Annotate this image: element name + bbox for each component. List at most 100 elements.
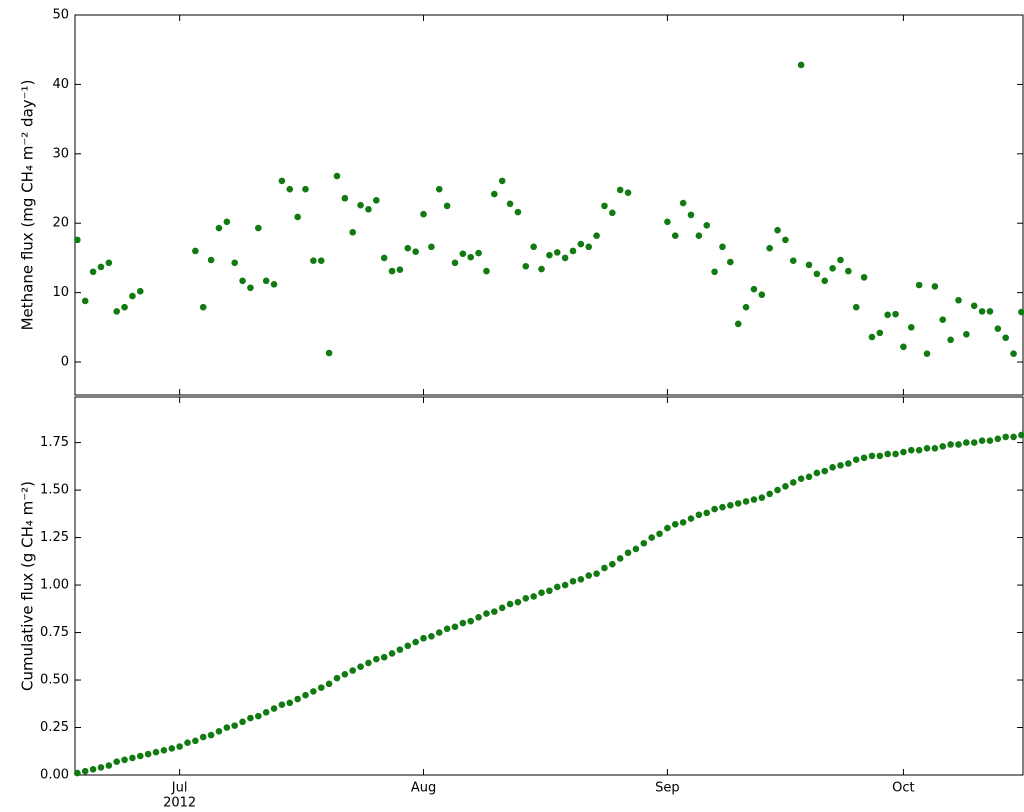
data-point: [774, 226, 781, 234]
data-point: [262, 277, 270, 285]
data-point: [231, 259, 239, 267]
data-point: [561, 581, 569, 589]
y-tick-label: 1.50: [40, 483, 69, 498]
data-point: [805, 473, 813, 481]
data-point: [396, 266, 404, 274]
data-point: [750, 285, 758, 293]
data-point: [412, 248, 419, 255]
data-point: [742, 303, 750, 311]
data-point: [939, 316, 947, 323]
data-point: [349, 228, 357, 236]
data-point: [530, 243, 537, 251]
data-point: [294, 213, 301, 221]
data-point: [852, 456, 860, 463]
data-point: [923, 350, 931, 358]
data-point: [797, 475, 805, 482]
data-point: [451, 259, 459, 267]
data-point: [192, 247, 199, 255]
data-point: [671, 232, 679, 240]
data-point: [664, 218, 671, 226]
data-point: [813, 469, 821, 477]
data-point: [679, 519, 687, 526]
data-point: [89, 268, 97, 276]
data-point: [113, 308, 120, 315]
data-point: [986, 308, 994, 315]
x-tick-label: Aug: [411, 781, 436, 796]
data-point: [1018, 431, 1024, 439]
data-point: [907, 324, 915, 331]
data-point: [892, 450, 899, 458]
y-tick-label: 1.75: [40, 435, 69, 450]
data-point: [373, 197, 380, 204]
data-point: [506, 600, 514, 608]
data-point: [978, 437, 986, 444]
data-point: [852, 303, 860, 311]
data-point: [915, 281, 923, 289]
data-point: [74, 236, 81, 244]
data-point: [876, 452, 884, 460]
data-point: [1002, 334, 1009, 342]
data-point: [215, 224, 223, 232]
data-point: [105, 259, 113, 267]
data-point: [357, 201, 364, 209]
data-point: [719, 243, 726, 251]
data-point: [184, 739, 191, 747]
data-point: [514, 598, 522, 606]
data-point: [907, 446, 915, 454]
data-point: [900, 448, 907, 456]
y-tick-label: 20: [52, 216, 69, 231]
data-point: [758, 494, 766, 501]
data-point: [1010, 350, 1017, 358]
data-point: [467, 617, 475, 625]
data-point: [365, 659, 372, 667]
data-point: [428, 243, 435, 251]
data-point: [601, 564, 608, 572]
data-point: [475, 249, 482, 257]
data-point: [270, 705, 278, 712]
data-point: [963, 439, 970, 446]
data-point: [144, 750, 152, 758]
data-point: [160, 747, 168, 754]
data-point: [837, 256, 844, 264]
data-point: [74, 769, 81, 777]
data-point: [703, 509, 711, 517]
data-point: [435, 185, 443, 193]
data-point: [656, 530, 663, 538]
data-point: [443, 625, 451, 633]
data-point: [860, 454, 868, 462]
data-point: [333, 674, 341, 682]
data-point: [664, 524, 671, 532]
data-point: [1002, 433, 1009, 441]
data-point: [789, 479, 797, 486]
data-point: [986, 437, 994, 444]
data-point: [483, 610, 490, 617]
data-point: [247, 284, 254, 292]
data-point: [199, 733, 207, 741]
y-tick-label: 1.00: [40, 578, 69, 593]
y-axis-label: Cumulative flux (g CH₄ m⁻²): [19, 481, 37, 691]
data-point: [310, 257, 317, 264]
data-point: [624, 549, 632, 557]
data-point: [569, 247, 577, 255]
data-point: [601, 202, 608, 210]
data-point: [412, 638, 419, 646]
data-point: [947, 441, 954, 448]
data-point: [915, 446, 923, 454]
data-point: [711, 505, 718, 513]
data-point: [247, 714, 254, 722]
data-point: [530, 593, 537, 600]
data-point: [451, 623, 459, 631]
data-point: [199, 303, 207, 311]
data-point: [695, 511, 703, 519]
data-point: [876, 329, 884, 337]
data-point: [349, 667, 357, 674]
data-point: [207, 256, 215, 264]
data-point: [955, 296, 962, 304]
data-point: [129, 292, 136, 300]
data-point: [711, 268, 718, 276]
data-point: [239, 718, 246, 726]
data-point: [593, 232, 600, 240]
data-point: [97, 764, 105, 771]
data-point: [286, 185, 294, 193]
data-point: [491, 190, 498, 198]
